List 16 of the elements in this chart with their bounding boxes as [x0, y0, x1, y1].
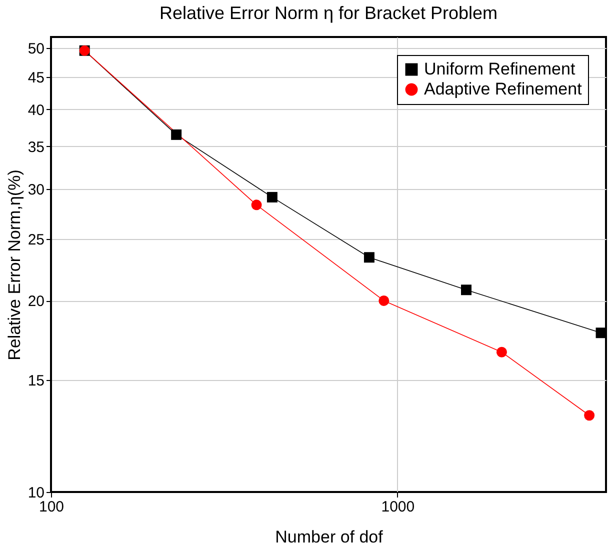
y-tick-label: 50	[28, 40, 44, 58]
legend-label: Adaptive Refinement	[424, 80, 582, 98]
legend-label: Uniform Refinement	[424, 60, 576, 78]
x-tick-label: 1000	[381, 498, 415, 516]
y-tick-label: 10	[28, 484, 44, 502]
y-axis-title: Relative Error Norm,η(%)	[4, 170, 24, 360]
chart-title: Relative Error Norm η for Bracket Problem	[159, 3, 498, 23]
y-tick-label: 40	[28, 102, 44, 119]
y-tick-label: 25	[28, 232, 44, 249]
x-tick-label: 100	[38, 498, 64, 516]
y-tick-label: 20	[28, 293, 44, 310]
y-tick-label: 15	[28, 372, 44, 390]
y-tick-label: 45	[28, 69, 44, 86]
y-tick-label: 35	[28, 138, 44, 156]
y-tick-label: 30	[28, 181, 44, 198]
x-axis-title: Number of dof	[275, 528, 384, 546]
